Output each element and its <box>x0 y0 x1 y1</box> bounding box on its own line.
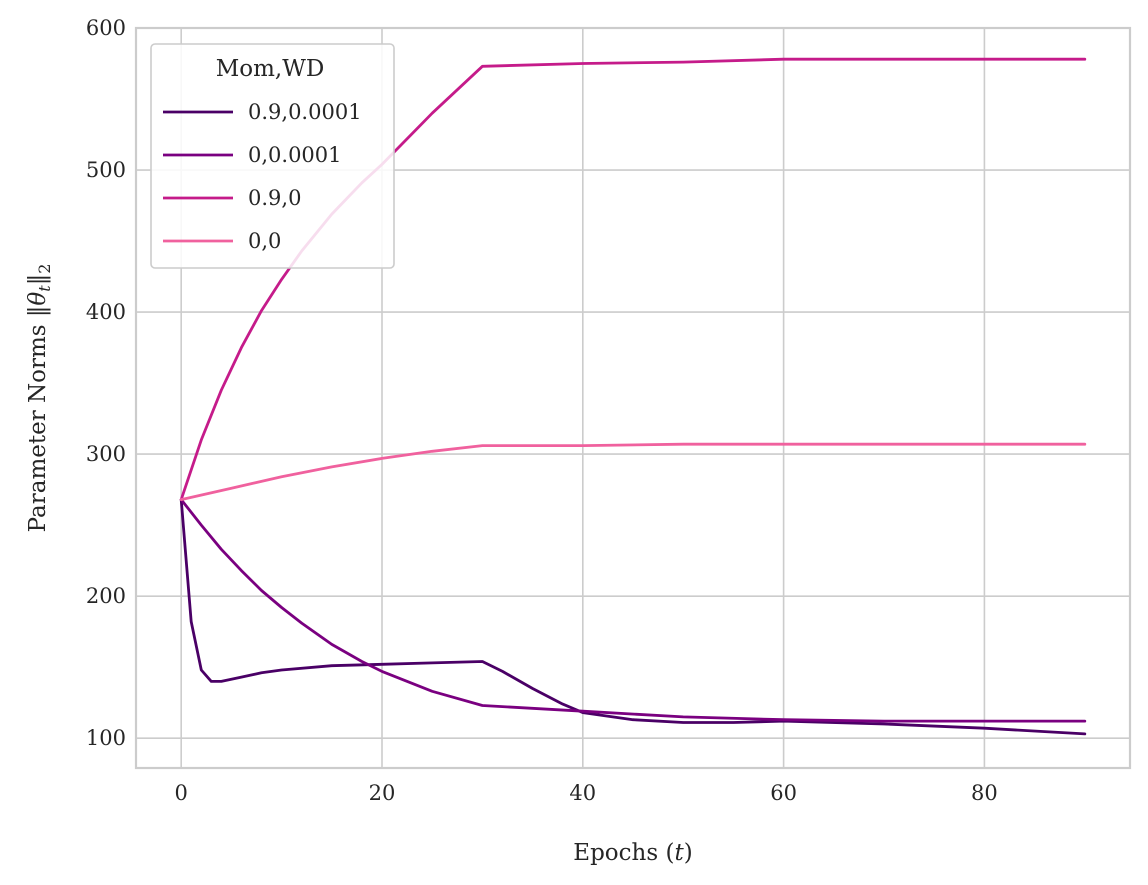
x-axis-label: Epochs (t) <box>573 840 692 866</box>
series-line-4 <box>179 442 1087 502</box>
legend-label: 0.9,0.0001 <box>248 100 362 124</box>
y-tick-label: 100 <box>86 726 126 750</box>
x-tick-label: 20 <box>369 781 396 805</box>
legend: Mom,WD 0.9,0.0001 0,0.0001 0.9,0 0,0 <box>150 43 395 269</box>
x-axis-ticks: 0 20 40 60 80 <box>174 781 997 805</box>
y-axis-label: Parameter Norms ‖θt‖2 <box>25 264 54 533</box>
x-tick-label: 60 <box>770 781 797 805</box>
y-tick-label: 400 <box>86 300 126 324</box>
plot-frame <box>134 26 1132 770</box>
x-tick-label: 40 <box>569 781 596 805</box>
y-tick-label: 200 <box>86 584 126 608</box>
series-line-1 <box>179 498 1087 736</box>
x-tick-label: 0 <box>174 781 187 805</box>
legend-box <box>150 43 395 269</box>
legend-label: 0.9,0 <box>248 186 301 210</box>
y-tick-label: 500 <box>86 158 126 182</box>
y-tick-label: 300 <box>86 442 126 466</box>
x-tick-label: 80 <box>971 781 998 805</box>
legend-label: 0,0.0001 <box>248 143 342 167</box>
legend-items: 0.9,0.0001 0,0.0001 0.9,0 0,0 <box>163 100 362 253</box>
legend-label: 0,0 <box>248 229 281 253</box>
series-line-2 <box>179 498 1087 723</box>
y-axis-ticks: 100 200 300 400 500 600 <box>86 16 126 750</box>
y-tick-label: 600 <box>86 16 126 40</box>
legend-title: Mom,WD <box>216 56 325 82</box>
